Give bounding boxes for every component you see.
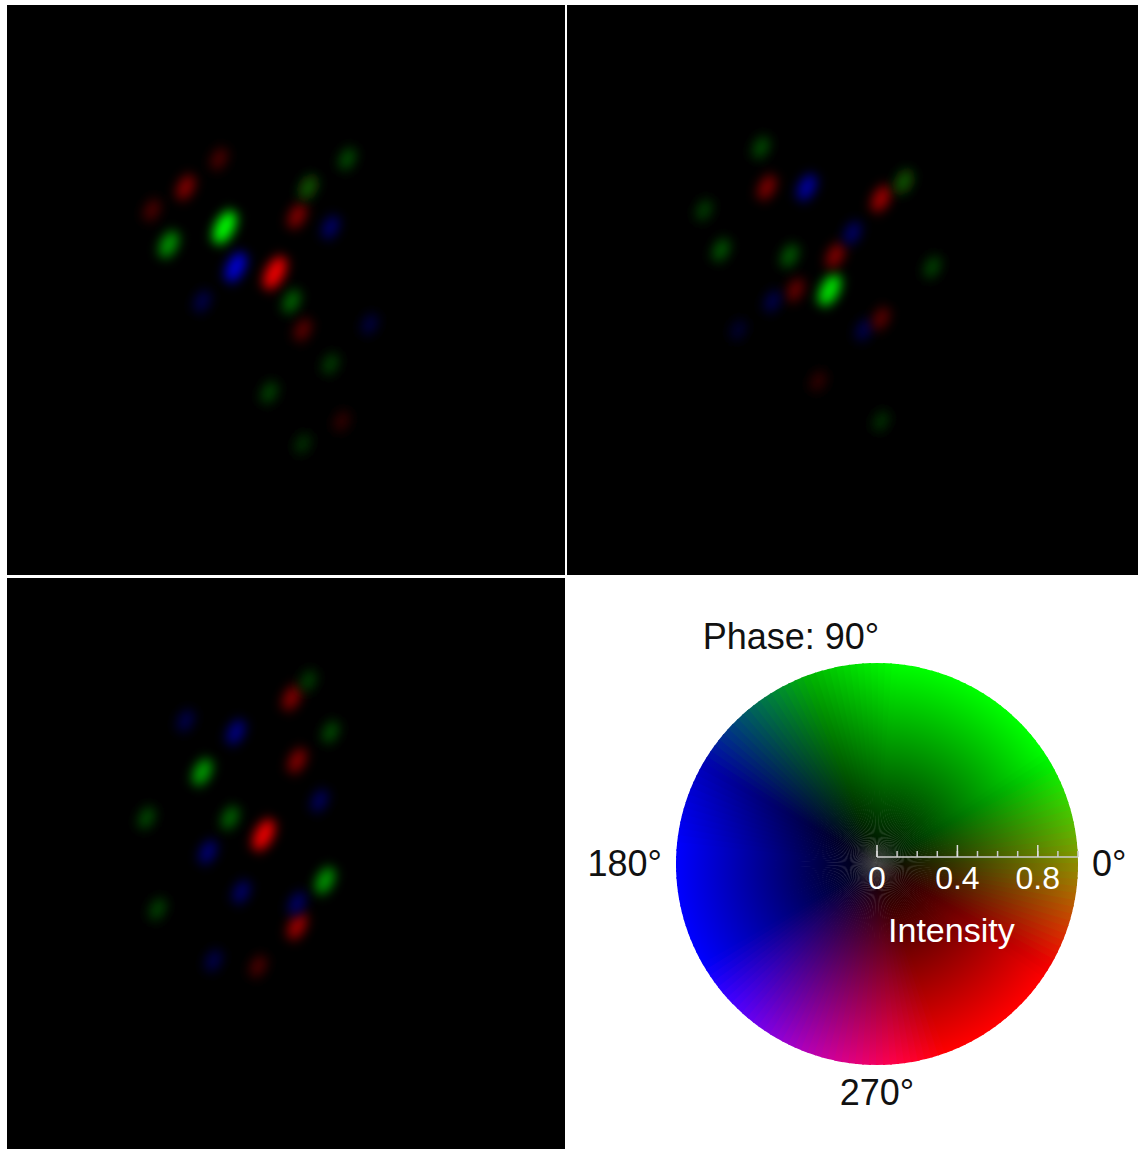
tick-label: 0.4 <box>935 860 979 896</box>
spot <box>311 864 338 897</box>
spot <box>777 241 802 270</box>
minor-tick <box>1017 851 1019 857</box>
spot <box>822 240 848 271</box>
spot <box>284 745 310 776</box>
minor-tick <box>916 851 918 857</box>
spot <box>709 236 733 264</box>
spot <box>870 408 892 433</box>
figure: Phase: 90° 180° 0° 270° 0 0.4 0.8Intensity <box>0 0 1138 1149</box>
spots <box>135 668 342 980</box>
panel-background <box>567 5 1138 575</box>
tick <box>957 845 959 857</box>
panel <box>567 5 1138 575</box>
background <box>0 0 1138 1149</box>
spot <box>807 369 829 394</box>
intensity-axis: 0 0.4 0.8Intensity <box>868 845 1078 949</box>
phase-label: 0° <box>1092 843 1126 884</box>
phase-label: 270° <box>840 1072 914 1113</box>
spot <box>296 173 321 202</box>
minor-tick <box>977 851 979 857</box>
spot <box>308 787 332 815</box>
spot <box>202 947 225 974</box>
tick <box>1037 845 1039 857</box>
minor-tick <box>997 851 999 857</box>
spot <box>285 889 310 918</box>
spot <box>358 311 380 337</box>
spot <box>208 207 241 247</box>
spot <box>852 316 875 343</box>
spot <box>727 317 749 342</box>
spot <box>297 668 319 694</box>
spots <box>140 145 380 456</box>
spot <box>191 288 214 315</box>
spot <box>174 707 197 734</box>
spot <box>840 218 865 247</box>
panel-background <box>7 5 565 575</box>
spot <box>195 837 220 867</box>
spot <box>319 351 341 377</box>
spot <box>284 200 310 231</box>
spot <box>754 172 780 203</box>
spot <box>869 304 893 332</box>
spot <box>173 172 199 203</box>
spot <box>921 254 944 281</box>
tick-label: 0 <box>868 860 886 896</box>
spot <box>318 213 343 242</box>
spot <box>223 717 249 748</box>
spot <box>248 816 279 854</box>
spot <box>284 910 311 943</box>
spot <box>221 249 251 285</box>
spot <box>207 145 230 172</box>
spot <box>319 719 342 746</box>
spot <box>892 167 917 196</box>
spot <box>793 171 820 204</box>
panel-background <box>7 578 565 1149</box>
spot <box>218 803 243 832</box>
panel <box>7 578 565 1149</box>
spot <box>292 431 314 456</box>
spot <box>867 182 894 215</box>
minor-tick <box>1057 851 1059 857</box>
tick <box>876 845 878 857</box>
spot <box>750 134 773 161</box>
phase-label: 180° <box>588 843 662 884</box>
spot <box>761 288 784 315</box>
minor-tick <box>937 851 939 857</box>
spot <box>693 197 715 223</box>
spot <box>814 271 845 309</box>
tick-label: 0.8 <box>1016 860 1060 896</box>
axis-title: Intensity <box>888 911 1015 949</box>
panel <box>7 5 565 575</box>
spot <box>247 953 270 980</box>
spot <box>189 756 216 789</box>
phase-label: Phase: 90° <box>703 616 880 657</box>
spot <box>258 253 291 293</box>
spot <box>258 379 281 406</box>
spot <box>140 197 163 224</box>
spot <box>336 145 359 172</box>
minor-tick <box>1077 851 1079 857</box>
spot <box>155 228 182 261</box>
spots <box>693 134 944 434</box>
spot <box>279 287 304 316</box>
minor-tick <box>896 851 898 857</box>
spot <box>783 275 808 304</box>
color-wheel <box>676 663 1078 1065</box>
spot <box>229 878 254 907</box>
spot <box>135 804 158 831</box>
spot <box>331 408 353 433</box>
spot <box>146 896 169 923</box>
spot <box>291 316 315 344</box>
